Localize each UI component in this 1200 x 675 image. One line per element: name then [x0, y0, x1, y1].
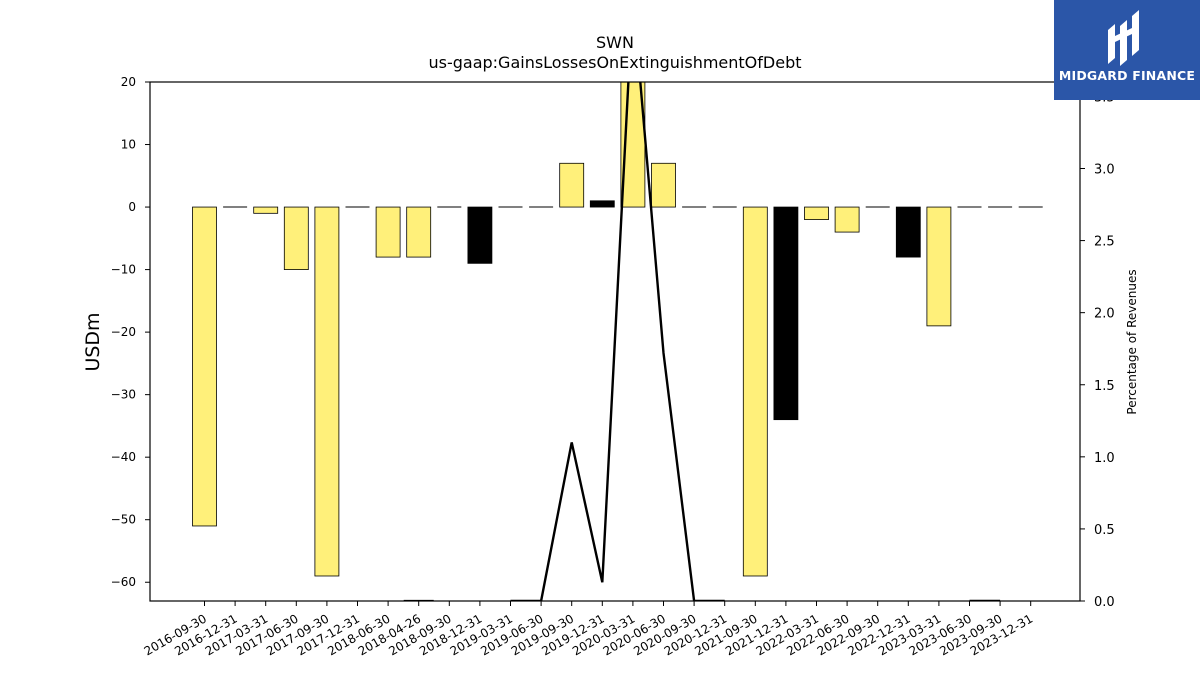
- bar: [589, 200, 615, 208]
- y-tick-label: −20: [111, 325, 136, 339]
- bar: [834, 206, 860, 233]
- bar: [804, 206, 829, 220]
- series-line: [510, 82, 725, 601]
- bar: [895, 206, 921, 258]
- y-tick-label: 20: [121, 75, 136, 89]
- bar: [192, 206, 217, 527]
- y2-tick-label: 1.0: [1094, 451, 1115, 466]
- bar: [467, 206, 493, 264]
- plot-area: [192, 82, 1043, 601]
- y2-tick-label: 2.5: [1094, 235, 1115, 250]
- y2-tick-label: 1.5: [1094, 379, 1115, 394]
- chart-subtitle: us-gaap:GainsLossesOnExtinguishmentOfDeb…: [428, 53, 801, 72]
- y-tick-label: −10: [111, 263, 136, 277]
- bar: [314, 206, 340, 577]
- logo-text: MIDGARD FINANCE: [1058, 68, 1196, 83]
- bar: [559, 162, 585, 208]
- y-tick-label: −40: [111, 450, 136, 464]
- bar: [375, 206, 401, 258]
- y2-tick-label: 2.0: [1094, 307, 1115, 322]
- bar: [742, 206, 768, 577]
- y2-tick-label: 0.0: [1094, 595, 1115, 610]
- y2-axis-label: Percentage of Revenues: [1125, 269, 1139, 414]
- plot-frame: [149, 81, 1081, 602]
- bar: [253, 206, 279, 214]
- y-tick-label: 10: [121, 138, 136, 152]
- y-tick-label: 0: [128, 200, 136, 214]
- logo-mark-icon: [1108, 10, 1139, 66]
- y-tick-label: −30: [111, 388, 136, 402]
- y-axis-label: USDm: [82, 312, 104, 371]
- bar: [651, 162, 676, 208]
- bar: [773, 206, 799, 421]
- y-tick-label: −60: [111, 575, 136, 589]
- bar: [283, 206, 309, 270]
- y2-tick-label: 3.0: [1094, 163, 1115, 178]
- midgard-finance-logo: MIDGARD FINANCE: [1054, 0, 1200, 100]
- bar: [926, 206, 952, 327]
- y2-tick-label: 0.5: [1094, 523, 1115, 538]
- y-tick-label: −50: [111, 513, 136, 527]
- chart-title: SWN: [596, 33, 634, 52]
- bar: [406, 206, 432, 258]
